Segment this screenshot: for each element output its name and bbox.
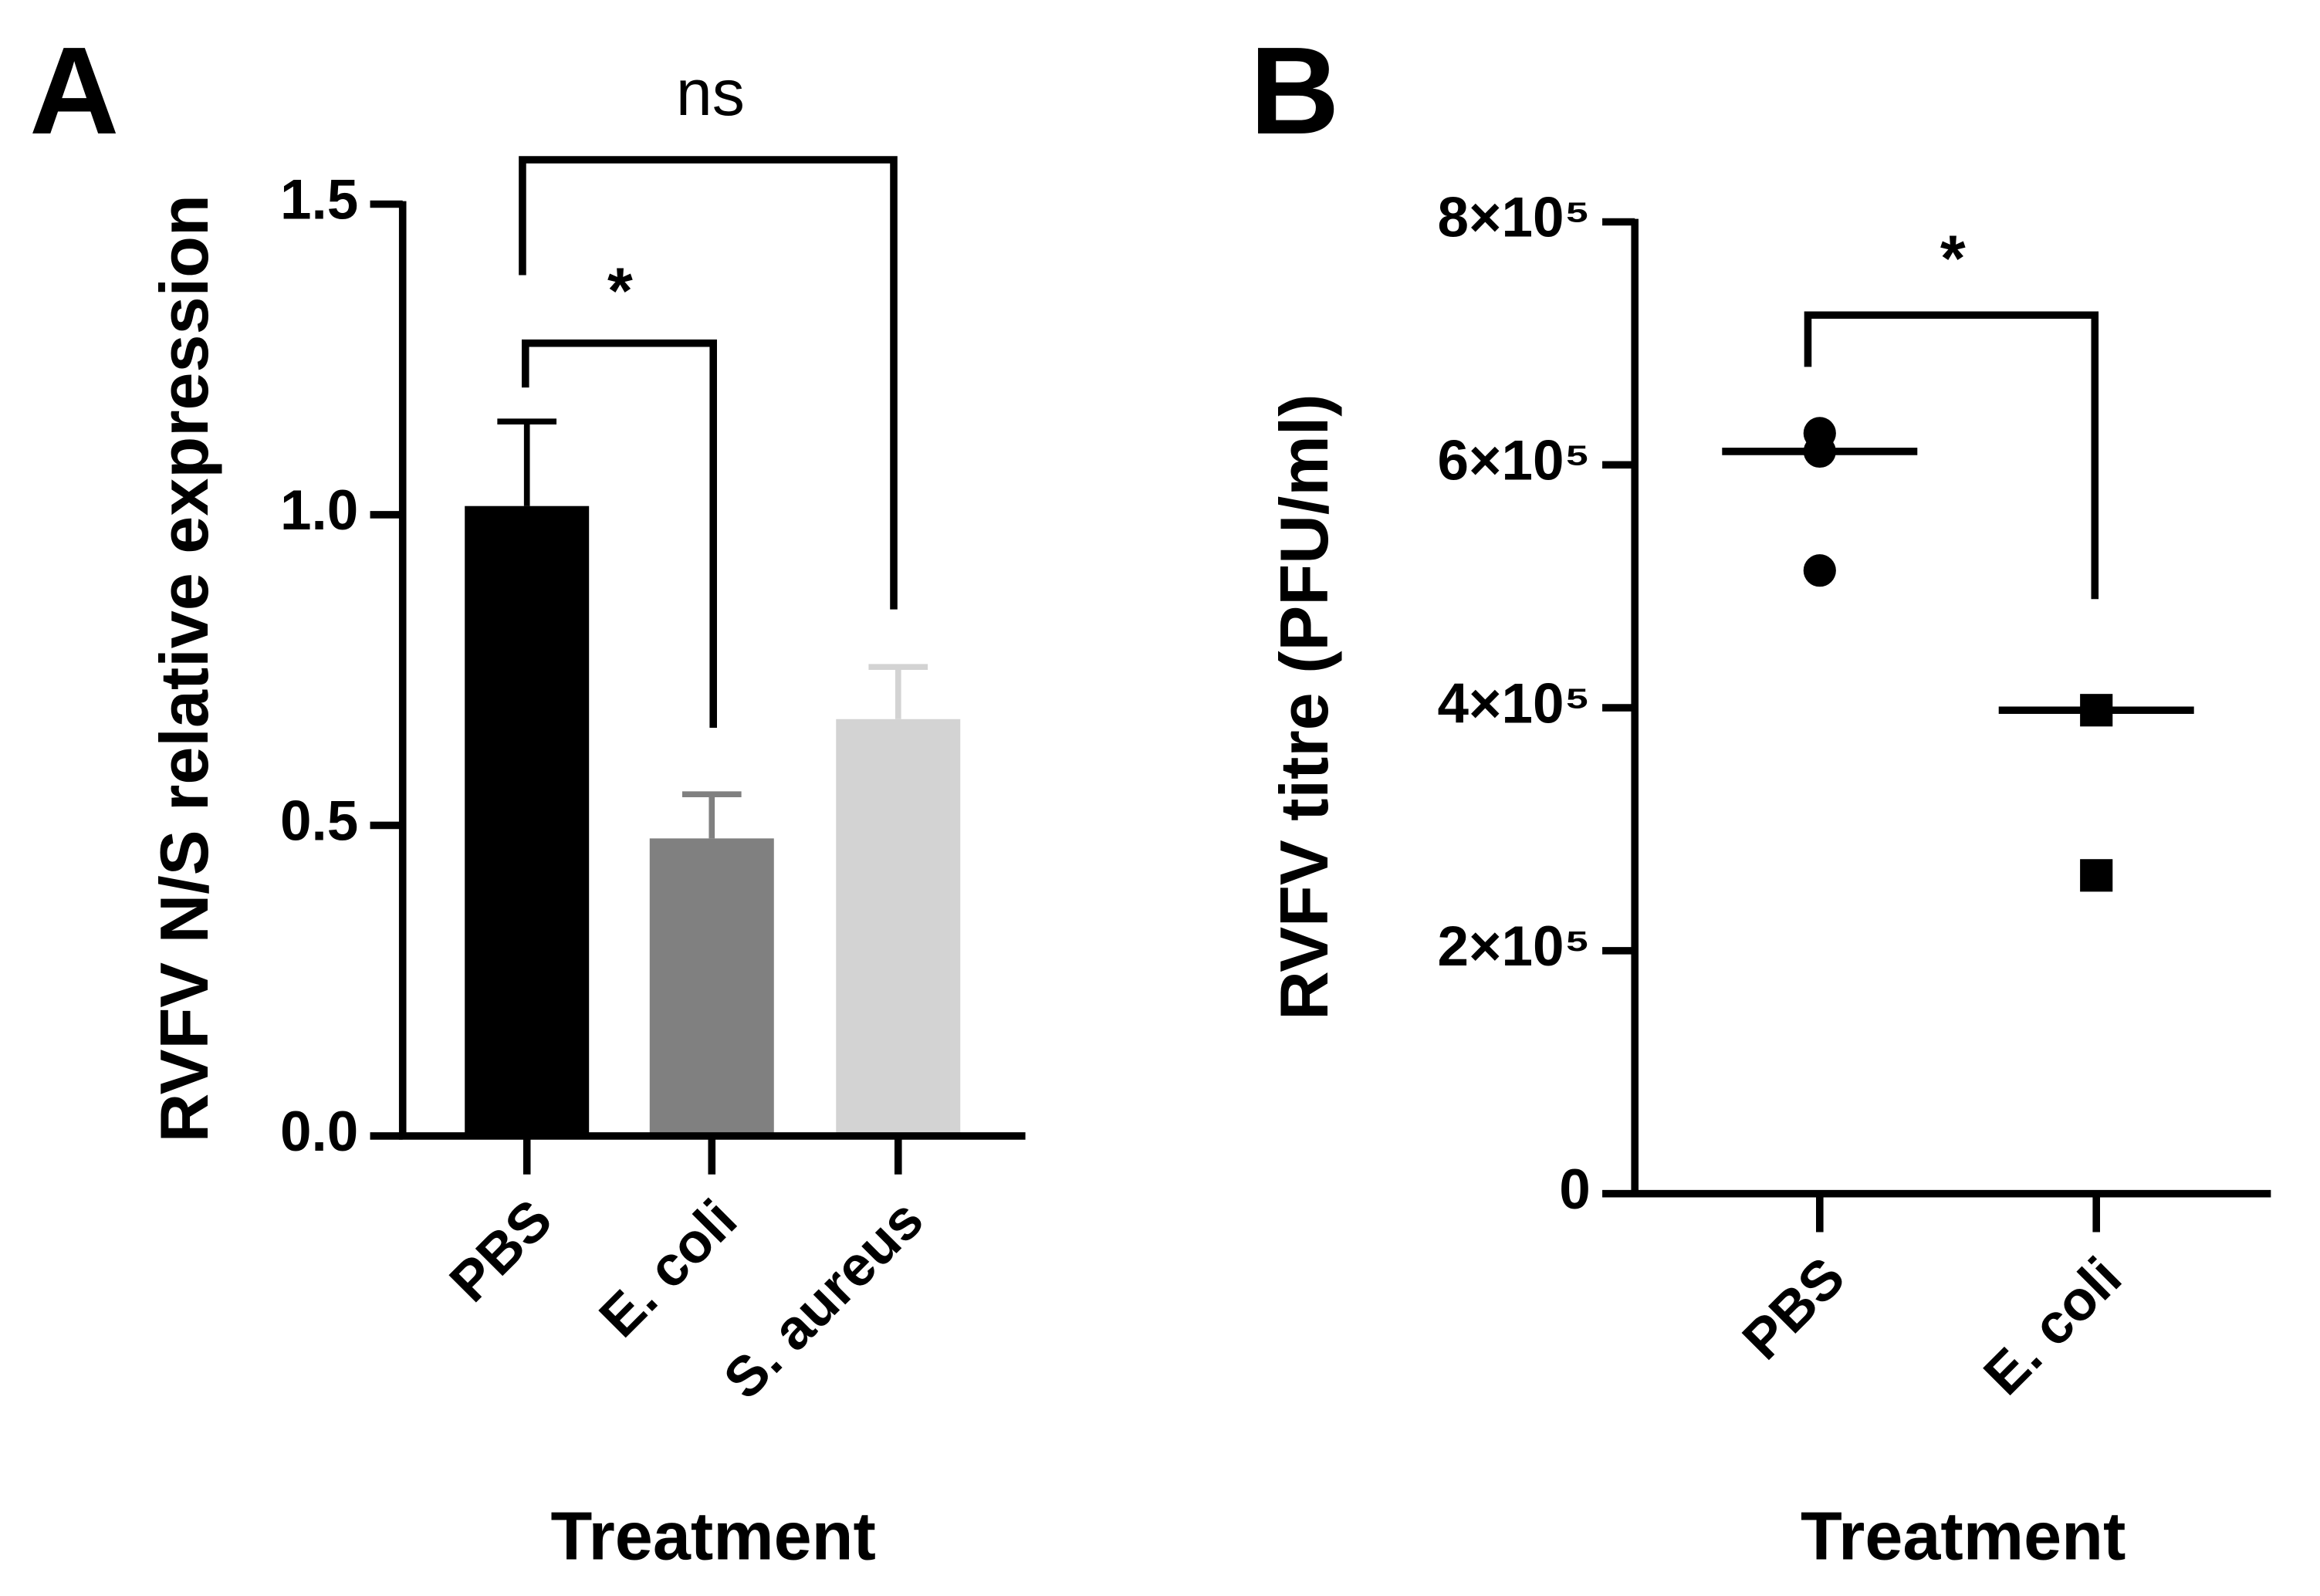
axes bbox=[1631, 218, 2271, 1198]
y-tick-label: 0.5 bbox=[280, 790, 358, 853]
x-axis-title: Treatment bbox=[1801, 1497, 2126, 1574]
bar bbox=[649, 838, 774, 1136]
significance-bracket bbox=[519, 156, 898, 610]
y-tick-label: 0.0 bbox=[280, 1101, 358, 1163]
significance-bracket bbox=[521, 339, 717, 728]
axes bbox=[398, 201, 1026, 1140]
y-tick-label: 1.0 bbox=[280, 479, 358, 542]
significance-bracket bbox=[1804, 311, 2099, 600]
data-point bbox=[2080, 859, 2113, 892]
panel-label: A bbox=[29, 22, 119, 161]
x-tick-label: PBS bbox=[1731, 1246, 1857, 1371]
significance-label: ns bbox=[676, 56, 745, 129]
x-tick-label: E. coli bbox=[1972, 1246, 2133, 1407]
y-axis-title: RVFV N/S relative expression bbox=[146, 194, 222, 1142]
bar bbox=[465, 506, 590, 1136]
significance-label: * bbox=[1940, 221, 1966, 294]
x-tick-label: E. coli bbox=[587, 1188, 749, 1349]
y-tick-label: 8×10⁵ bbox=[1437, 187, 1590, 249]
significance-label: * bbox=[607, 255, 633, 327]
x-tick-label: PBS bbox=[438, 1188, 563, 1314]
data-point bbox=[1803, 554, 1836, 587]
y-tick-label: 2×10⁵ bbox=[1437, 915, 1590, 978]
y-axis-title: RVFV titre (PFU/ml) bbox=[1266, 394, 1342, 1019]
bar bbox=[836, 719, 961, 1136]
y-tick-label: 1.5 bbox=[280, 169, 358, 232]
panel-label: B bbox=[1250, 22, 1339, 161]
x-tick-label: S. aureus bbox=[712, 1188, 935, 1411]
x-axis-title: Treatment bbox=[551, 1497, 876, 1574]
y-tick-label: 4×10⁵ bbox=[1437, 672, 1590, 735]
y-tick-label: 6×10⁵ bbox=[1437, 430, 1590, 492]
y-tick-label: 0 bbox=[1559, 1158, 1591, 1221]
